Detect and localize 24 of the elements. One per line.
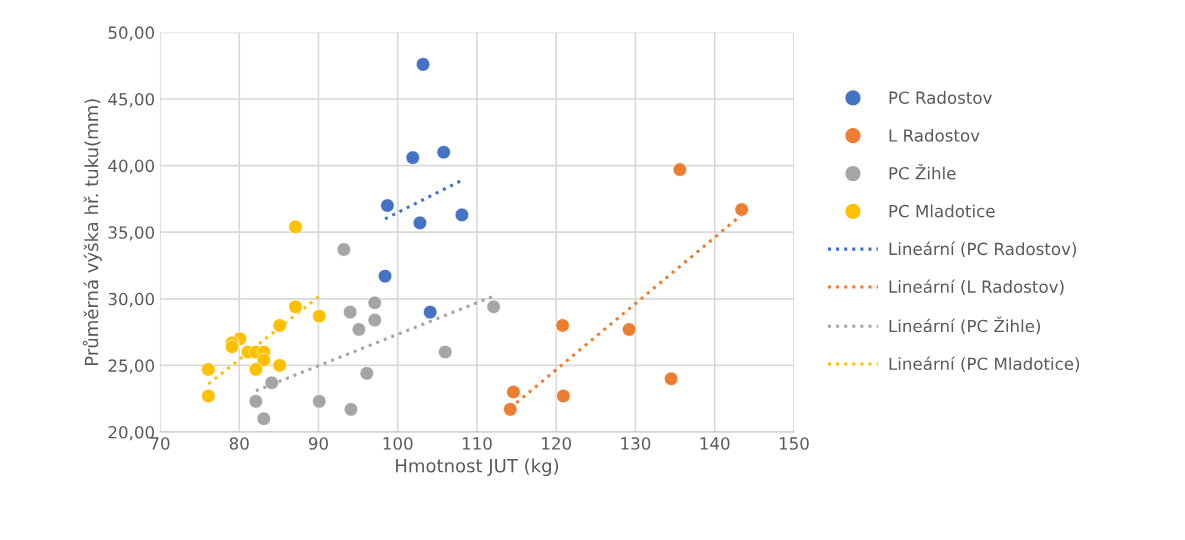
legend-label: PC Radostov	[889, 91, 992, 104]
legend-label: L Radostov	[889, 128, 980, 142]
y-tick-label: 30,00	[108, 292, 155, 308]
x-tick-label: 120	[542, 437, 572, 450]
x-tick-label: 140	[700, 437, 730, 450]
legend-label: Lineární (PC Žihle)	[889, 316, 1041, 335]
legend-label: PC Žihle	[889, 163, 956, 180]
y-tick-label: 25,00	[108, 359, 155, 374]
legend-label: Lineární (PC Radostov)	[889, 241, 1076, 258]
legend-label: PC Mladotice	[889, 204, 995, 218]
x-axis-title: Hmotnost JUT (kg)	[396, 458, 559, 477]
y-axis-title: Průměrná výška hř. tuku(mm)	[82, 99, 102, 365]
x-tick-label: 100	[383, 437, 413, 450]
x-tick-label: 90	[308, 437, 328, 450]
x-tick-label: 150	[779, 437, 809, 450]
y-tick-label: 35,00	[108, 226, 155, 241]
legend-label: Lineární (L Radostov)	[889, 279, 1064, 295]
legend-label: Lineární (PC Mladotice)	[889, 356, 1080, 373]
x-tick-label: 130	[621, 437, 651, 450]
x-tick-label: 80	[229, 437, 249, 450]
x-tick-label: 110	[462, 437, 492, 450]
y-tick-label: 50,00	[108, 26, 155, 41]
y-tick-label: 40,00	[108, 159, 155, 174]
y-tick-label: 45,00	[108, 92, 155, 108]
